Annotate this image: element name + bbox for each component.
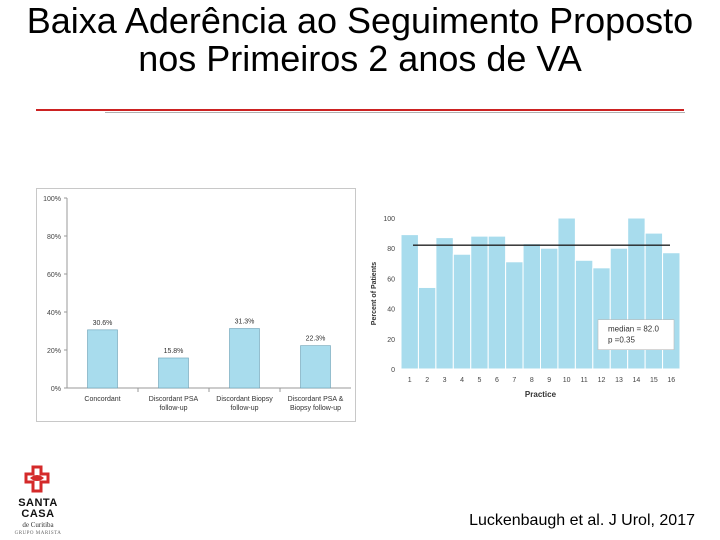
logo-text-casa: CASA (21, 508, 55, 520)
logo-text-curitiba: de Curitiba (22, 521, 54, 529)
category-label: Discordant PSA & (288, 396, 344, 403)
bar (487, 235, 507, 370)
bar (300, 345, 331, 389)
x-axis-title: Practice (525, 390, 557, 399)
santa-casa-emblem-icon (24, 465, 50, 493)
x-tick-label: 13 (615, 377, 623, 384)
bar (470, 235, 489, 370)
x-tick-label: 5 (478, 377, 482, 384)
x-tick-label: 11 (580, 377, 587, 384)
bar (417, 286, 437, 370)
title-divider (36, 109, 684, 111)
santa-casa-logo: SANTA CASA de Curitiba GRUPO MARISTA (8, 464, 68, 540)
x-tick-label: 15 (650, 377, 658, 384)
x-tick-label: 12 (598, 377, 606, 384)
y-tick-label: 80% (47, 234, 61, 241)
x-tick-label: 8 (530, 377, 534, 384)
bar (574, 259, 594, 370)
x-tick-label: 14 (633, 377, 641, 384)
annotation-box (597, 319, 675, 350)
category-label: Concordant (84, 396, 120, 403)
bar (609, 247, 629, 370)
category-label: follow-up (159, 405, 187, 412)
x-tick-label: 9 (547, 377, 551, 384)
y-tick-label: 20% (47, 348, 61, 355)
bar (229, 328, 260, 389)
x-tick-label: 6 (495, 377, 499, 384)
y-tick-label: 100% (43, 196, 61, 203)
y-tick-label: 0% (51, 386, 61, 393)
title-divider-shadow (105, 112, 685, 113)
y-tick-label: 100 (383, 216, 395, 223)
y-tick-label: 80 (387, 246, 395, 253)
data-label: 31.3% (235, 319, 255, 326)
category-label: follow-up (230, 405, 258, 412)
x-tick-label: 2 (425, 377, 429, 384)
bar (435, 237, 454, 370)
bar (522, 243, 541, 370)
y-tick-label: 40% (47, 310, 61, 317)
y-axis-title: Percent of Patients (371, 262, 378, 326)
x-tick-label: 10 (563, 377, 571, 384)
logo-text-santa: SANTA (18, 497, 58, 509)
bar (592, 267, 611, 370)
x-tick-label: 1 (408, 377, 412, 384)
y-tick-label: 40 (387, 307, 395, 314)
y-tick-label: 60% (47, 272, 61, 279)
data-label: 30.6% (93, 320, 113, 327)
data-label: 22.3% (306, 336, 326, 343)
bar (400, 234, 419, 370)
y-tick-label: 0 (391, 367, 395, 374)
bar (158, 357, 189, 389)
practice-adherence-chart: 0 20 40 60 80 100 1 2 3 4 5 6 7 8 9 10 11 12 13 14 15 16 media… (364, 205, 694, 405)
y-tick-label: 20 (387, 337, 395, 344)
y-tick-label: 60 (387, 276, 395, 283)
citation: Luckenbaugh et al. J Urol, 2017 (469, 512, 695, 529)
x-tick-label: 4 (460, 377, 464, 384)
bar (557, 217, 576, 370)
annotation-text: median = 82.0 (608, 325, 659, 334)
annotation-text: p =0.35 (608, 336, 635, 345)
bar (540, 247, 559, 370)
category-label: Discordant PSA (149, 396, 199, 403)
bar (452, 253, 472, 370)
category-label: Discordant Biopsy (216, 396, 273, 403)
category-label: Biopsy follow-up (290, 405, 341, 412)
data-label: 15.8% (164, 348, 184, 355)
x-tick-label: 3 (443, 377, 447, 384)
logo-text-grupo: GRUPO MARISTA (14, 531, 62, 536)
bar (662, 252, 681, 370)
x-tick-label: 7 (512, 377, 516, 384)
slide-title: Baixa Aderência ao Seguimento Proposto n… (26, 0, 694, 79)
adherence-category-chart: 0% 20% 40% 60% 80% 100% 30.6% Concordant 15.8% Di… (36, 188, 356, 422)
x-tick-label: 16 (667, 377, 675, 384)
bar (505, 261, 524, 370)
adherence-category-chart-svg: 0% 20% 40% 60% 80% 100% 30.6% Concordant 15.8% Di… (43, 196, 351, 412)
bar (87, 329, 118, 389)
